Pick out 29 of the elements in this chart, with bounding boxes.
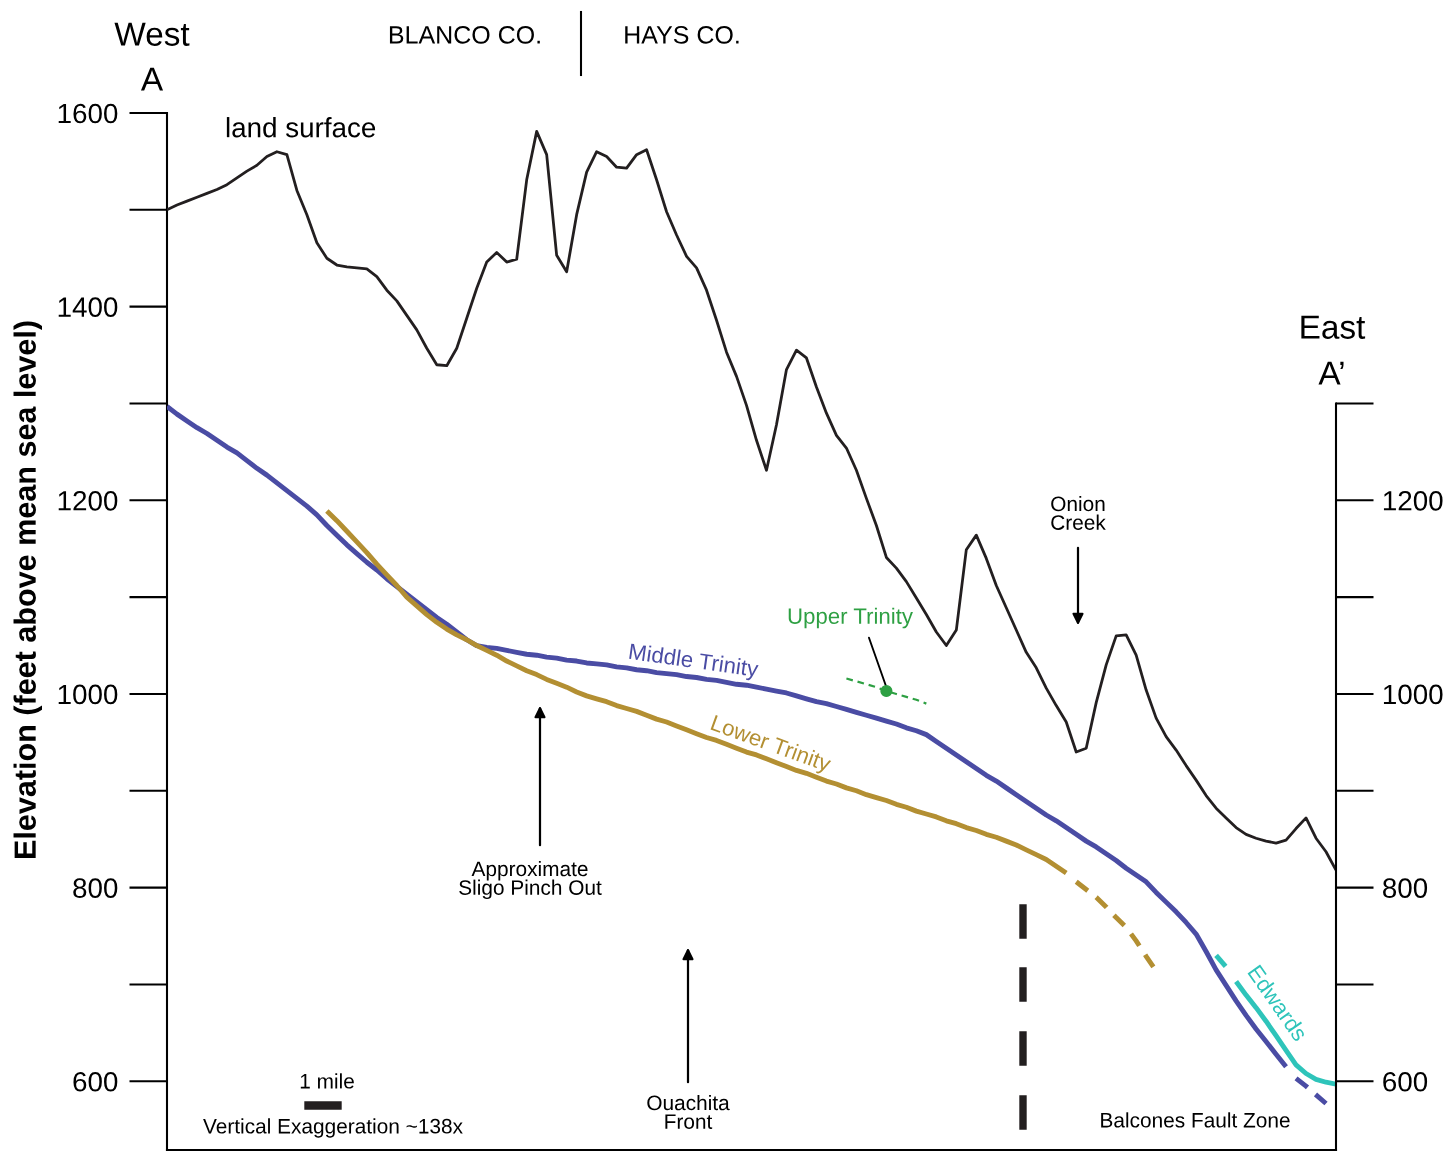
annotation: Balcones Fault Zone (1101, 1112, 1290, 1128)
text: West (114, 22, 190, 46)
line-series (1293, 1075, 1329, 1106)
y2-tick-label: 1200 (1383, 490, 1443, 511)
y2-tick-label: 800 (1383, 878, 1428, 898)
y-tick-label: 1400 (58, 297, 118, 317)
y-tick-label: 800 (73, 878, 118, 898)
text: A (140, 67, 164, 91)
text: Middle Trinity (628, 642, 760, 682)
annotation: Ouachita Front (647, 1094, 730, 1129)
annotation: 1 mile (300, 1073, 354, 1089)
annotation: Approximate Sligo Pinch Out (459, 860, 602, 900)
annotation: A’ (1318, 361, 1344, 385)
y2-tick-label: 600 (1383, 1071, 1428, 1092)
y-tick-label: 1600 (58, 103, 118, 124)
y2-tick-label: 1000 (1383, 684, 1443, 705)
annotation: Onion Creek (1051, 495, 1106, 530)
text: HAYS CO. (625, 26, 739, 44)
text: Lower Trinity (708, 714, 833, 777)
y-tick-label: 1200 (58, 490, 118, 511)
y-axis-title: Elevation (feet above mean sea level) (13, 321, 42, 858)
text: Upper Trinity (788, 607, 913, 629)
series-label: land surface (226, 117, 376, 138)
y-tick-label: 600 (73, 1071, 118, 1092)
line-series (845, 677, 928, 705)
y-tick-label: 1000 (58, 684, 118, 705)
annotation: East (1301, 315, 1366, 339)
text: BLANCO CO. (389, 26, 540, 44)
annotation: Vertical Exaggeration ~138x (203, 1118, 463, 1138)
